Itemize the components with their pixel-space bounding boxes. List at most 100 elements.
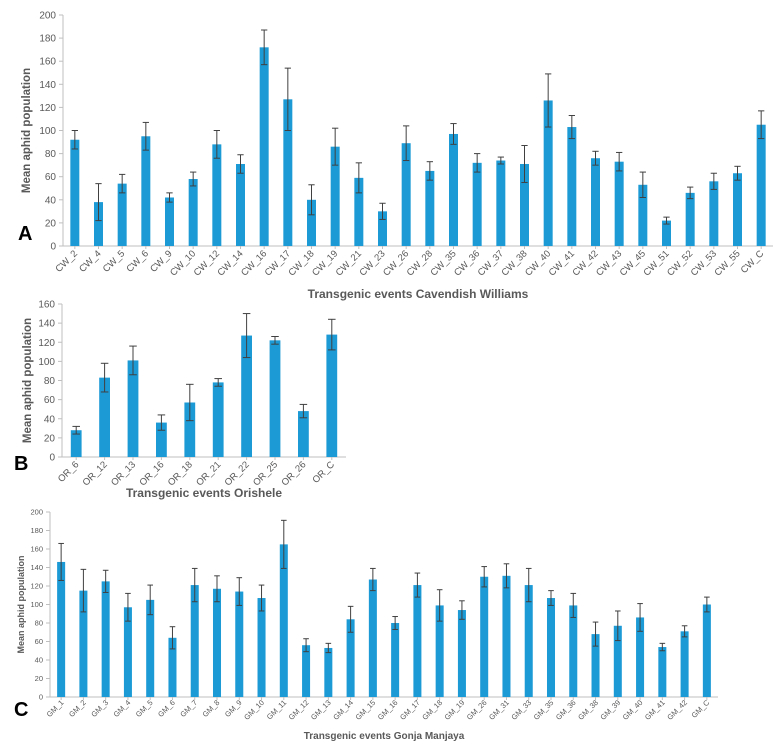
y-axis-title: Mean aphid population (21, 68, 33, 193)
bar (326, 334, 338, 457)
bar (401, 143, 411, 246)
bar (567, 127, 577, 246)
y-tick-label: 200 (30, 508, 43, 517)
category-label: OR_6 (56, 459, 81, 484)
bar (79, 590, 88, 697)
panel-letter: A (18, 223, 32, 245)
bar (680, 631, 689, 697)
y-tick-label: 80 (45, 149, 57, 160)
bar (156, 422, 167, 457)
x-axis-title: Transgenic events Orishele (126, 486, 282, 500)
bar (733, 173, 742, 246)
y-tick-label: 0 (50, 242, 56, 253)
category-label: GM_13 (309, 698, 333, 722)
category-label: GM_7 (178, 698, 199, 719)
bar (378, 211, 387, 246)
bar (168, 637, 177, 697)
y-tick-label: 120 (39, 103, 56, 114)
category-label: OR_13 (109, 459, 138, 488)
category-label: GM_15 (354, 698, 378, 722)
y-tick-label: 60 (35, 637, 43, 646)
category-label: GM_4 (112, 698, 133, 719)
bar (543, 100, 553, 246)
bar (70, 430, 82, 457)
y-tick-label: 140 (38, 319, 55, 330)
bar (212, 144, 222, 246)
y-tick-label: 100 (39, 126, 56, 137)
y-tick-label: 20 (44, 433, 56, 444)
category-label: OR_26 (279, 459, 308, 488)
category-label: GM_18 (420, 698, 444, 722)
bar (391, 623, 400, 697)
y-tick-label: 100 (30, 600, 43, 609)
bar (368, 579, 377, 697)
category-label: CW_6 (125, 248, 151, 274)
bar (658, 647, 667, 697)
y-tick-label: 160 (38, 300, 55, 311)
bar (413, 585, 422, 697)
category-label: CW_2 (54, 248, 80, 274)
y-tick-label: 0 (39, 693, 43, 702)
category-label: GM_9 (223, 698, 244, 719)
bar (298, 411, 309, 457)
bar (449, 133, 458, 246)
bar (613, 625, 622, 697)
bar (141, 136, 151, 246)
bar (346, 619, 355, 697)
bar (591, 634, 600, 697)
bar (99, 377, 110, 457)
category-label: GM_6 (156, 698, 177, 719)
y-axis-title: Mean aphid population (22, 318, 34, 443)
bar (569, 605, 578, 697)
bar (502, 575, 511, 697)
bar (496, 160, 506, 246)
bar (702, 604, 711, 697)
category-label: GM_8 (201, 698, 222, 719)
category-label: CW_55 (712, 248, 742, 278)
category-label: GM_12 (287, 698, 311, 722)
category-label: GM_5 (134, 698, 155, 719)
bar (241, 335, 252, 457)
bar (435, 605, 444, 697)
bar (520, 163, 529, 246)
bar (57, 561, 66, 697)
bar (269, 340, 281, 457)
category-label: GM_36 (554, 698, 578, 722)
y-tick-label: 20 (45, 218, 57, 229)
y-tick-label: 120 (38, 338, 55, 349)
bar (283, 99, 293, 246)
category-label: GM_19 (443, 698, 467, 722)
bar (257, 598, 266, 697)
category-label: GM_38 (576, 698, 600, 722)
y-tick-label: 40 (35, 656, 43, 665)
bar (472, 162, 482, 246)
category-label: OR_12 (81, 459, 110, 488)
category-label: GM_26 (465, 698, 489, 722)
panel-letter: C (14, 699, 28, 721)
category-label: GM_41 (643, 698, 667, 722)
y-tick-label: 140 (39, 80, 56, 91)
y-tick-label: 140 (30, 563, 43, 572)
category-label: GM_31 (487, 698, 511, 722)
bar (117, 183, 127, 246)
category-label: GM_16 (376, 698, 400, 722)
category-label: GM_2 (67, 698, 88, 719)
bar (614, 161, 624, 246)
category-label: GM_3 (89, 698, 110, 719)
category-label: CW_4 (77, 248, 103, 274)
bar (94, 202, 103, 246)
bar (279, 544, 288, 697)
bar (165, 197, 174, 246)
bar (662, 220, 671, 246)
category-label: GM_33 (509, 698, 533, 722)
bar (324, 647, 333, 697)
y-tick-label: 180 (30, 526, 43, 535)
bar (591, 158, 600, 246)
y-tick-label: 40 (44, 414, 56, 425)
category-label: GM_1 (45, 698, 66, 719)
category-label: OR_18 (166, 459, 195, 488)
y-tick-label: 160 (30, 545, 43, 554)
y-tick-label: 40 (45, 195, 57, 206)
bar (302, 645, 311, 697)
